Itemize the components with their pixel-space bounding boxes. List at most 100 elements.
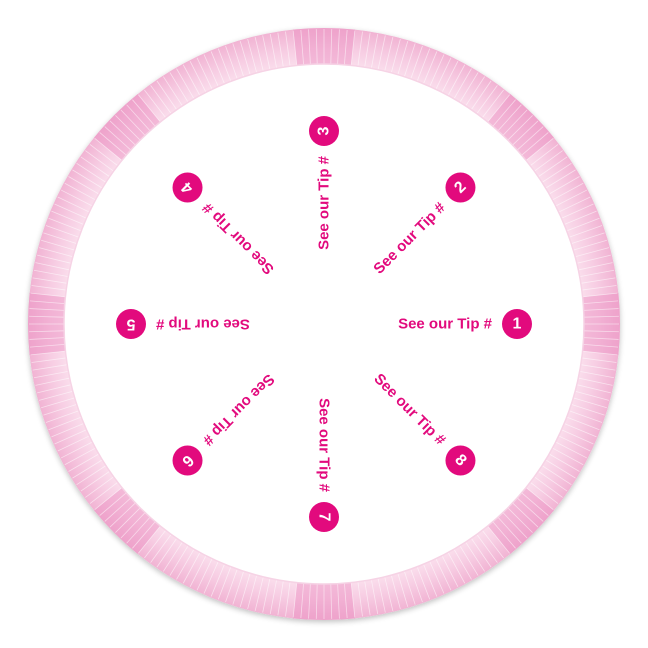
tip-item-3[interactable]: See our Tip # 3 [309,116,339,250]
ring-tick [416,566,431,600]
ring-tick [337,583,340,619]
ring-tick [189,555,207,588]
ring-tick [575,390,610,401]
ring-tick [138,94,161,123]
ring-tick [156,538,178,568]
tip-number-badge [116,309,146,339]
ring-tick [144,530,167,559]
tip-number-badge [445,172,476,203]
ring-tick [583,300,619,304]
tip-label: See our Tip # [316,398,333,493]
ring-tick [31,285,67,291]
ring-tick [225,568,238,603]
ring-tick [578,262,613,271]
ring-tick [564,423,597,438]
ring-tick [429,561,445,594]
ring-tick [29,337,65,340]
ring-tick [397,41,409,75]
ring-tick [377,35,386,70]
tip-number-badge [502,309,532,339]
ring-tick [350,582,356,618]
ring-tick [465,541,486,572]
ring-tick [538,470,568,492]
ring-tick [357,31,363,67]
ring-tick [447,64,466,96]
ring-tick [481,89,504,118]
ring-tick [43,403,77,416]
ring-tick [68,176,100,195]
ring-tick [132,99,156,127]
ring-tick [99,492,127,516]
ring-tick [487,525,510,554]
ring-tick [277,580,284,616]
ring-tick [497,516,522,544]
tip-number: 5 [126,316,135,333]
ring-tick [470,538,492,568]
ring-tick [169,72,189,103]
ring-tick [68,453,100,472]
ring-tick [459,72,479,103]
ring-tick [502,109,528,136]
ring-tick [384,37,394,72]
ring-tick [370,33,379,69]
ring-tick [115,507,141,533]
ring-tick [51,210,84,225]
ring-tick [525,138,554,161]
ring-tick [453,548,472,580]
ring-tick [548,176,580,195]
ring-tick [573,239,607,251]
tip-label: See our Tip # [398,316,493,333]
ring-tick [447,552,466,584]
ring-tick [203,54,219,87]
ring-tick [429,54,445,87]
ring-tick [578,377,613,386]
ring-tick [217,48,232,82]
ring-tick [561,429,594,445]
ring-tick [247,575,258,610]
ring-tick [262,578,271,613]
tip-item-7[interactable]: See our Tip # 7 [309,398,339,532]
ring-tick [545,459,576,479]
tip-item-1[interactable]: See our Tip # 1 [398,309,532,339]
ring-tick [262,35,271,70]
ring-tick [330,29,333,65]
ring-tick [89,144,118,167]
tip-item-5[interactable]: See our Tip # 5 [116,309,250,339]
ring-tick [459,545,479,576]
ring-tick [403,571,416,605]
ring-tick [441,60,459,93]
ring-tick [31,357,67,363]
ring-tick [344,583,348,619]
ring-tick [566,416,600,431]
ring-tick [104,126,132,151]
ring-tick [76,465,107,486]
tip-number: 1 [513,316,522,333]
ring-tick [580,277,616,284]
ring-tick [30,292,66,298]
ring-tick [150,534,172,563]
ring-tick [109,120,136,146]
ring-tick [162,541,183,572]
ring-tick [254,37,264,72]
ring-tick [350,30,356,66]
ring-tick [497,104,522,132]
ring-tick [254,576,264,611]
ring-tick [541,162,572,183]
ring-tick [72,169,103,189]
ring-tick [33,370,69,379]
ring-ticks [29,29,619,619]
ring-tick [29,315,65,318]
ring-tick [470,80,492,110]
ring-tick [579,269,615,278]
tip-number-badge [172,172,203,203]
ring-tick [423,51,438,84]
ring-tick [300,29,304,65]
tip-number-badge [309,502,339,532]
ring-tick [232,43,245,77]
ring-tick [35,262,70,271]
ring-tick [57,196,90,213]
ring-tick [99,132,127,156]
ring-tick [525,487,554,510]
ring-tick [534,150,563,172]
